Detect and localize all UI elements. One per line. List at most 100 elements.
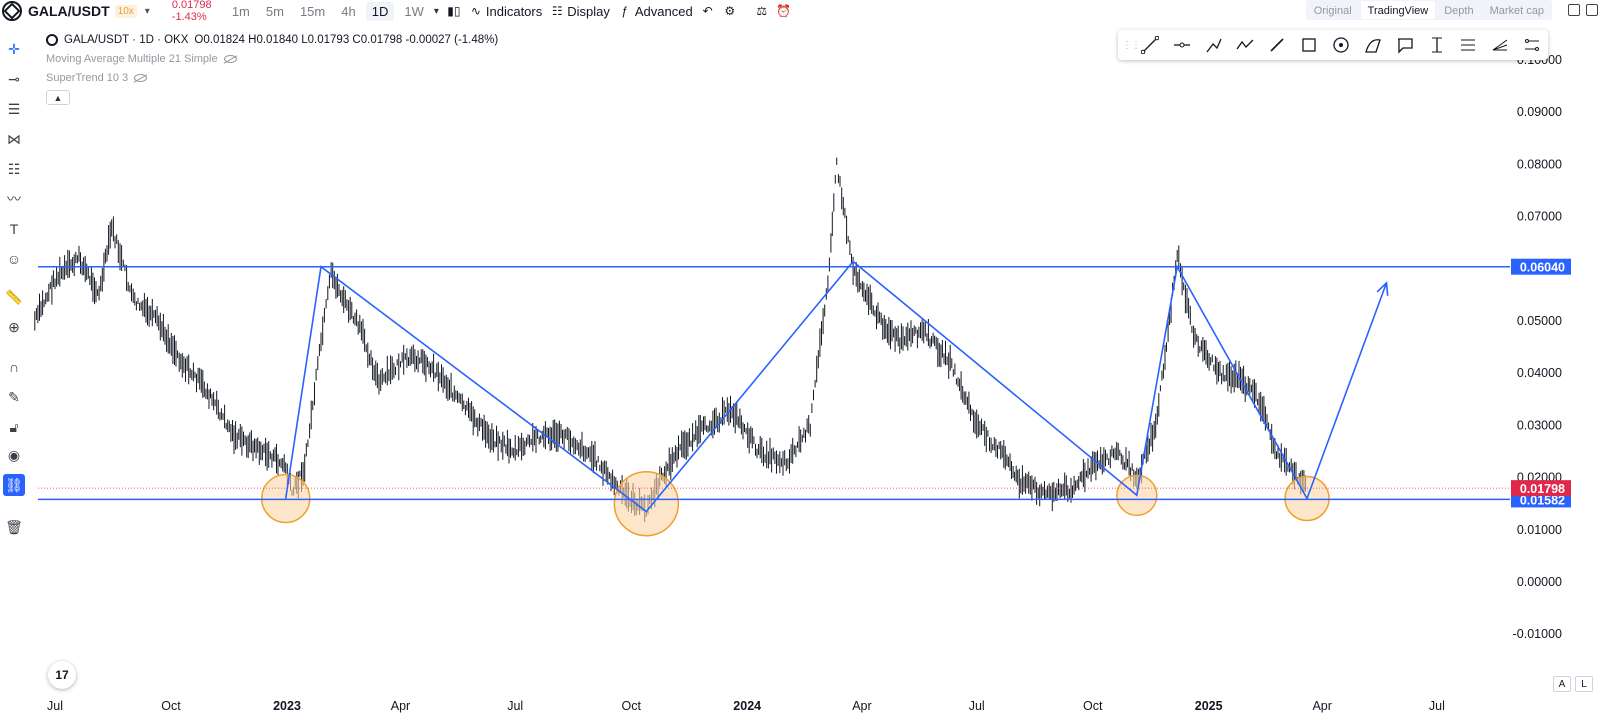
eye-hidden-icon[interactable] bbox=[134, 74, 148, 82]
high-label: H bbox=[248, 34, 257, 46]
tradingview-logo[interactable]: 17 bbox=[48, 661, 76, 689]
symbol-name[interactable]: GALA/USDT bbox=[28, 3, 110, 19]
tab-tradingview[interactable]: TradingView bbox=[1360, 1, 1436, 19]
curve-icon-glyph bbox=[1364, 39, 1381, 53]
settings-button[interactable]: ⚙ bbox=[723, 4, 737, 18]
y-tick-label: -0.01000 bbox=[1513, 627, 1562, 641]
alert-button[interactable]: ⏰ bbox=[776, 4, 791, 18]
y-tick-label: 0.09000 bbox=[1517, 105, 1562, 119]
undo-button[interactable]: ↶ bbox=[701, 4, 715, 18]
timeframe-1w[interactable]: 1W bbox=[404, 3, 424, 19]
eye-hidden-icon[interactable] bbox=[223, 55, 237, 63]
channel-icon[interactable] bbox=[1516, 33, 1548, 57]
polyline-icon-glyph bbox=[1206, 38, 1222, 53]
path-icon-glyph bbox=[1236, 39, 1254, 50]
x-tick-label: Jul bbox=[969, 699, 985, 713]
drawing-toolbar: ⋮⋮ bbox=[1118, 30, 1548, 60]
chevron-down-icon[interactable]: ▾ bbox=[433, 5, 439, 17]
symbol-icon bbox=[46, 34, 58, 46]
chart-type-button[interactable]: ▮▯ bbox=[447, 4, 461, 18]
collapse-legend-button[interactable]: ▲ bbox=[46, 90, 70, 105]
y-tick-label: 0.00000 bbox=[1517, 575, 1562, 589]
channel-icon-glyph bbox=[1525, 39, 1540, 51]
drag-handle-icon[interactable]: ⋮⋮ bbox=[1122, 39, 1141, 51]
price-range-icon-glyph bbox=[1431, 37, 1442, 53]
pattern-icon[interactable]: 〰 bbox=[7, 191, 21, 207]
pitchfork-icon[interactable]: ⋈ bbox=[7, 130, 21, 147]
exchange-logo-icon bbox=[2, 1, 22, 21]
x-tick-label: 2023 bbox=[273, 699, 301, 713]
text-icon[interactable]: T bbox=[9, 221, 19, 237]
gear-icon: ⚙ bbox=[724, 4, 736, 18]
link-icon[interactable]: ⛓ bbox=[3, 474, 25, 496]
zoom-icon[interactable]: ⊕ bbox=[8, 318, 20, 335]
display-button[interactable]: ☷ Display bbox=[550, 4, 610, 19]
emoji-icon[interactable]: ☺ bbox=[6, 251, 22, 267]
timeframe-4h[interactable]: 4h bbox=[341, 3, 356, 19]
x-tick-label: Apr bbox=[391, 699, 410, 713]
x-tick-label: Oct bbox=[1083, 699, 1103, 713]
trend-line-icon[interactable] bbox=[1134, 33, 1166, 57]
compare-button[interactable]: ⚖ bbox=[755, 4, 769, 18]
log-scale-button[interactable]: L bbox=[1575, 676, 1593, 692]
circle-icon[interactable] bbox=[1325, 33, 1357, 57]
gann-icon-glyph bbox=[1492, 39, 1508, 51]
timeframe-15m[interactable]: 15m bbox=[299, 3, 326, 19]
brush-icon-glyph bbox=[1270, 38, 1284, 52]
crosshair-icon[interactable]: ✛ bbox=[8, 40, 20, 57]
path-icon[interactable] bbox=[1230, 33, 1262, 57]
channel-icon[interactable]: ☰ bbox=[7, 100, 21, 117]
fib-icon[interactable]: ☷ bbox=[7, 160, 21, 177]
polyline-icon[interactable] bbox=[1198, 33, 1230, 57]
y-tick-label: 0.07000 bbox=[1517, 210, 1562, 224]
open-label: O bbox=[194, 34, 204, 46]
price-label: 0.01582 bbox=[1520, 493, 1565, 507]
ruler-icon[interactable]: 📏 bbox=[5, 288, 23, 305]
timeframe-1m[interactable]: 1m bbox=[231, 3, 250, 19]
price-range-icon[interactable] bbox=[1421, 33, 1453, 57]
top-toolbar: GALA/USDT 10x ▾ 0.01798 -1.43% 1m 5m 15m… bbox=[0, 0, 1600, 23]
curve-icon[interactable] bbox=[1357, 33, 1389, 57]
advanced-button[interactable]: ƒ Advanced bbox=[618, 4, 693, 19]
y-tick-label: 0.08000 bbox=[1517, 157, 1562, 171]
advanced-icon: ƒ bbox=[621, 4, 629, 18]
lock-icon[interactable]: 🔓︎ bbox=[9, 418, 19, 435]
tab-depth[interactable]: Depth bbox=[1444, 5, 1474, 17]
advanced-label: Advanced bbox=[634, 3, 693, 19]
ray-icon-glyph bbox=[1173, 42, 1190, 48]
x-tick-label: Jul bbox=[47, 699, 63, 713]
gann-icon[interactable] bbox=[1484, 33, 1516, 57]
current-price-label: 0.01798 bbox=[1520, 482, 1565, 496]
timeframe-1d[interactable]: 1D bbox=[365, 1, 395, 21]
ohlc-values: O0.01824 H0.01840 L0.01793 C0.01798 -0.0… bbox=[194, 34, 498, 46]
eye-icon[interactable]: ◉ bbox=[7, 446, 21, 463]
fullscreen-icon[interactable] bbox=[1586, 4, 1598, 16]
x-tick-label: 2025 bbox=[1195, 699, 1223, 713]
rectangle-icon[interactable] bbox=[1293, 33, 1325, 57]
horizontal-line-icon[interactable]: ⊸ bbox=[8, 70, 20, 87]
trash-icon[interactable]: 🗑︎ bbox=[5, 518, 23, 535]
chevron-down-icon[interactable]: ▾ bbox=[144, 5, 150, 17]
window-icon[interactable] bbox=[1568, 4, 1580, 16]
indicator-row-1[interactable]: Moving Average Multiple 21 Simple bbox=[46, 53, 498, 65]
draw-lock-icon[interactable]: ✎ bbox=[8, 388, 20, 405]
timeframe-5m[interactable]: 5m bbox=[265, 3, 284, 19]
low-value: 0.01793 bbox=[307, 34, 350, 46]
chart-legend: GALA/USDT · 1D · OKX O0.01824 H0.01840 L… bbox=[46, 34, 498, 105]
tab-market-cap[interactable]: Market cap bbox=[1489, 5, 1544, 17]
brush-icon[interactable] bbox=[1261, 33, 1293, 57]
magnet-icon[interactable]: ∩ bbox=[8, 359, 20, 375]
fib-icon[interactable] bbox=[1452, 33, 1484, 57]
price-label-box bbox=[1511, 258, 1571, 275]
auto-scale-button[interactable]: A bbox=[1553, 676, 1571, 692]
callout-icon[interactable] bbox=[1389, 33, 1421, 57]
tab-original[interactable]: Original bbox=[1313, 5, 1352, 17]
indicators-button[interactable]: ∿ Indicators bbox=[469, 4, 542, 19]
ray-icon[interactable] bbox=[1166, 33, 1198, 57]
indicator-row-2[interactable]: SuperTrend 10 3 bbox=[46, 72, 498, 84]
last-price: 0.01798 bbox=[171, 0, 212, 11]
change-percent: -1.43% bbox=[171, 11, 207, 23]
x-tick-label: Apr bbox=[1312, 699, 1331, 713]
